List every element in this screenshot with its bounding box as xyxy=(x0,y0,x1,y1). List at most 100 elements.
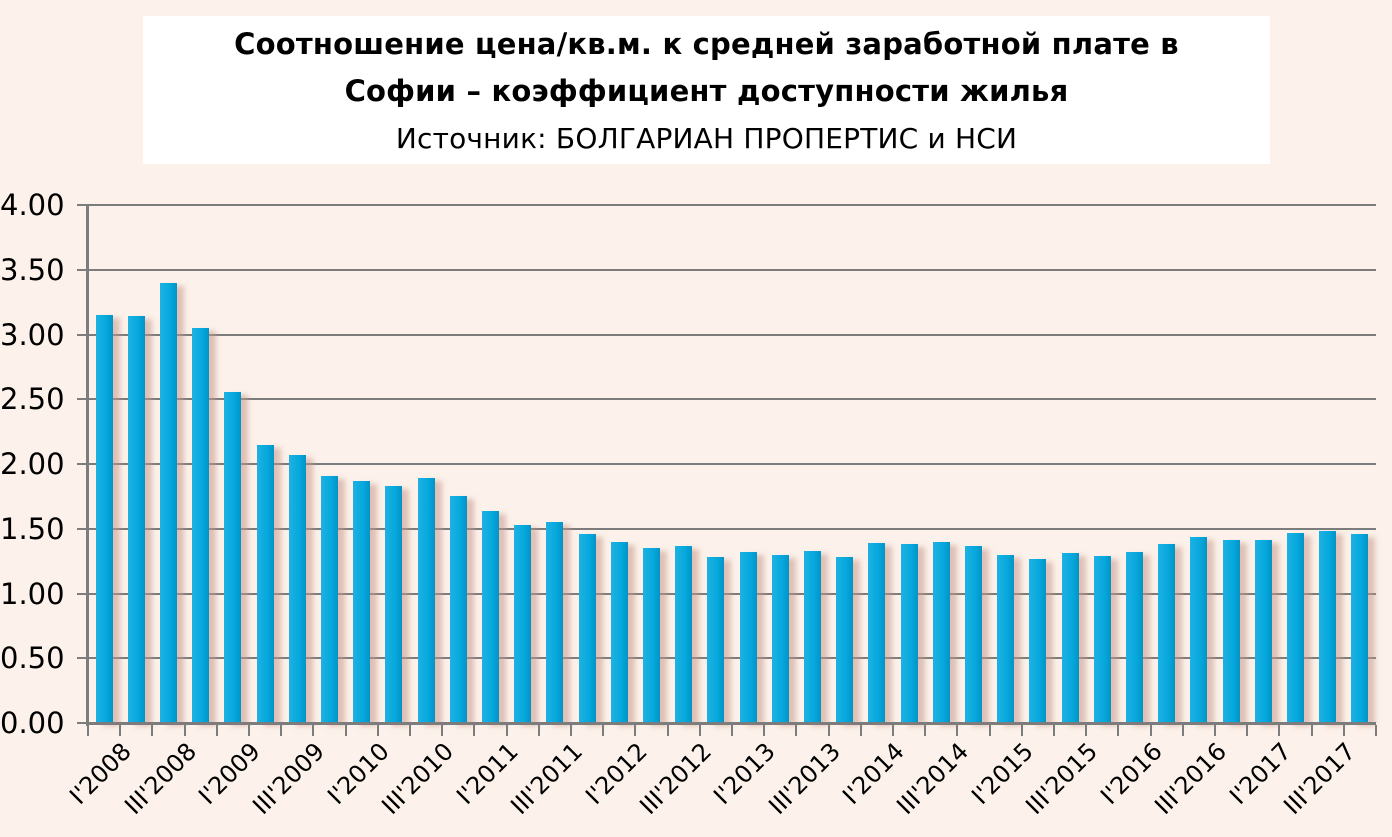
bar xyxy=(932,541,950,723)
bar xyxy=(997,554,1015,723)
bar xyxy=(1029,558,1047,723)
x-axis-tick xyxy=(1375,725,1377,736)
bar xyxy=(256,444,274,723)
x-tick-label: III'2015 xyxy=(1020,737,1104,820)
x-axis-tick xyxy=(1342,725,1345,736)
bar xyxy=(1093,555,1111,723)
gridline xyxy=(88,333,1376,336)
bar xyxy=(804,550,821,723)
x-axis-tick xyxy=(1214,725,1216,736)
x-tick-label: III'2016 xyxy=(1149,737,1232,820)
bar xyxy=(482,510,499,723)
y-tick-label: 4.00 xyxy=(0,188,65,222)
x-axis-tick xyxy=(312,725,315,736)
x-tick-label: III'2009 xyxy=(247,737,331,820)
y-axis-line xyxy=(86,205,89,726)
x-axis-tick xyxy=(827,725,830,736)
x-axis-tick xyxy=(1246,725,1249,736)
x-axis-tick xyxy=(924,725,927,736)
y-tick-label: 3.50 xyxy=(0,252,65,287)
bar xyxy=(1222,540,1240,723)
x-axis-tick xyxy=(215,725,218,736)
bar xyxy=(546,522,564,723)
bar xyxy=(868,543,886,723)
x-axis-tick xyxy=(280,725,283,736)
x-axis-tick xyxy=(634,725,637,736)
gridline xyxy=(88,268,1376,271)
x-axis-tick xyxy=(956,725,959,736)
x-axis-tick xyxy=(570,725,572,736)
bar xyxy=(385,486,403,723)
y-tick-label: 3.00 xyxy=(0,317,65,352)
bar xyxy=(160,282,177,723)
y-axis-tick xyxy=(77,463,88,465)
x-axis-tick xyxy=(151,725,154,736)
x-axis-tick xyxy=(1278,725,1281,736)
y-axis-tick xyxy=(77,268,88,271)
chart-title-line-2: Софии – коэффициент доступности жилья xyxy=(344,74,1069,108)
x-axis-tick xyxy=(119,725,122,736)
x-axis-tick xyxy=(537,725,540,736)
bar xyxy=(95,315,113,723)
x-axis-tick xyxy=(859,725,862,736)
x-axis-tick xyxy=(1020,725,1023,736)
x-axis-tick xyxy=(602,725,605,736)
x-axis-tick xyxy=(376,725,379,736)
y-tick-label: 2.50 xyxy=(0,382,65,417)
x-tick-label: III'2011 xyxy=(505,737,588,820)
bar xyxy=(1319,531,1337,723)
x-tick-label: III'2017 xyxy=(1278,737,1361,820)
x-axis-tick xyxy=(698,725,701,736)
bar xyxy=(514,524,532,723)
x-axis-tick xyxy=(763,725,766,736)
chart-title-box: Соотношение цена/кв.м. к средней заработ… xyxy=(143,16,1270,164)
gridline xyxy=(88,592,1376,595)
bar xyxy=(1254,540,1272,723)
x-axis-line xyxy=(86,722,1376,725)
bar xyxy=(224,391,242,723)
bar xyxy=(1126,552,1143,723)
x-axis-tick xyxy=(1149,725,1152,736)
x-axis-tick xyxy=(731,725,733,736)
x-axis-tick xyxy=(1117,725,1120,736)
y-tick-label: 1.50 xyxy=(0,511,65,546)
x-axis-tick xyxy=(1310,725,1313,736)
x-axis-tick xyxy=(344,725,347,736)
gridline xyxy=(88,204,1376,206)
x-axis-tick xyxy=(988,725,991,736)
bar xyxy=(449,496,467,723)
gridline xyxy=(88,463,1376,465)
bar xyxy=(836,557,854,723)
y-axis-tick xyxy=(77,527,88,530)
x-tick-label: III'2008 xyxy=(118,737,202,820)
bar xyxy=(417,478,435,723)
x-axis-tick xyxy=(473,725,476,736)
bar xyxy=(1061,553,1079,723)
bar xyxy=(771,554,789,723)
x-tick-label: III'2014 xyxy=(891,737,975,820)
y-tick-label: 0.50 xyxy=(0,641,65,676)
y-tick-label: 0.00 xyxy=(0,706,65,740)
chart-source-line: Источник: БОЛГАРИАН ПРОПЕРТИС и НСИ xyxy=(395,122,1018,155)
x-axis-tick xyxy=(87,725,89,736)
chart-title-line-1: Соотношение цена/кв.м. к средней заработ… xyxy=(234,27,1179,61)
bar xyxy=(192,328,210,723)
y-axis-tick xyxy=(77,398,88,401)
x-tick-label: III'2010 xyxy=(376,737,460,820)
bar xyxy=(353,480,371,723)
bar xyxy=(127,316,145,723)
bar xyxy=(675,545,693,723)
x-axis-tick xyxy=(1085,725,1088,736)
gridline xyxy=(88,527,1376,530)
bar xyxy=(321,475,338,723)
y-tick-label: 2.00 xyxy=(0,447,65,481)
x-axis-tick xyxy=(409,725,411,736)
x-axis-tick xyxy=(666,725,669,736)
y-tick-label: 1.00 xyxy=(0,576,65,611)
y-axis-tick xyxy=(77,657,88,660)
bar xyxy=(643,548,660,723)
x-axis-tick xyxy=(248,725,250,736)
bar xyxy=(1287,532,1304,723)
y-axis-tick xyxy=(77,592,88,595)
